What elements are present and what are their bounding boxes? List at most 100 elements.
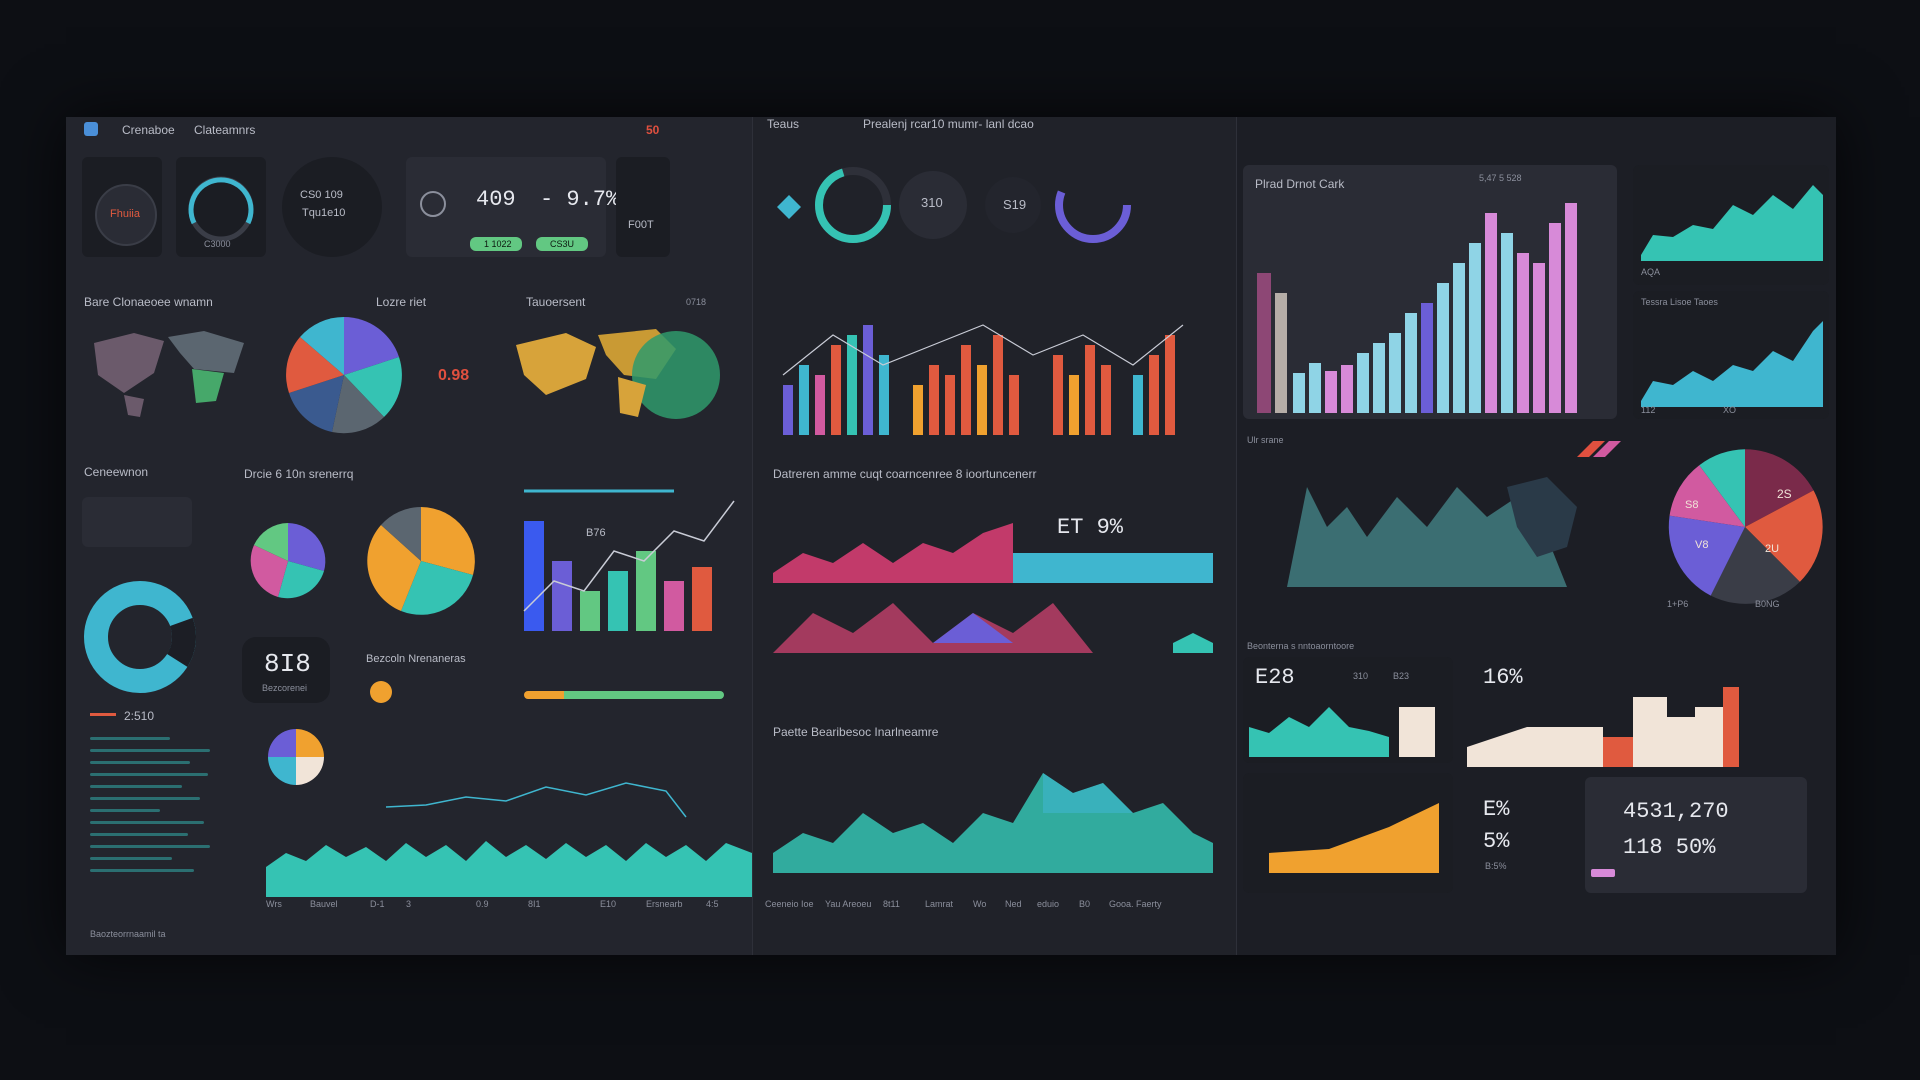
- bar-line-chart[interactable]: [523, 489, 744, 641]
- mixed-bar-chart[interactable]: [773, 315, 1213, 435]
- progress-bar: [524, 691, 724, 699]
- middle-panel: Teaus Prealenj rcar10 mumr- lanl dcao 31…: [752, 117, 1236, 955]
- side-kpi-card[interactable]: F00T: [616, 157, 670, 257]
- section-conv-title: Ceneewnon: [84, 465, 149, 479]
- mid-title-a[interactable]: Teaus: [767, 117, 800, 131]
- kpi-button-a[interactable]: [470, 237, 522, 251]
- map-title: Ulr srane: [1247, 435, 1284, 445]
- spark-b-val-2: XO: [1723, 405, 1737, 415]
- kpi-value-2: - 9.7%: [540, 187, 620, 212]
- spark-a-label: AQA: [1641, 267, 1661, 277]
- kpi-button-b[interactable]: [536, 237, 588, 251]
- ring-accent: [90, 713, 116, 716]
- header-title-b[interactable]: Clateamnrs: [194, 123, 256, 137]
- world-map-left[interactable]: [84, 313, 264, 423]
- footer-text: Baozteorrnaamil ta: [90, 929, 166, 939]
- mid-section-2: Datreren amme cuqt coarncenree 8 ioortun…: [773, 467, 1037, 481]
- pie-caption-b: B0NG: [1755, 599, 1780, 609]
- kpi-card-1[interactable]: E28 310 B23: [1243, 657, 1453, 763]
- spark-card-a[interactable]: AQA: [1633, 165, 1829, 285]
- world-map-right[interactable]: [506, 315, 726, 435]
- mid-axis-9: Gooa. Faerty: [1109, 899, 1162, 909]
- bottom-label-3: D-1: [370, 899, 385, 909]
- spark-b-val-1: 112: [1641, 405, 1656, 415]
- pie-value-4: 2U: [1765, 543, 1780, 555]
- bottom-label-5: 0.9: [476, 899, 489, 909]
- section-donut-title: Drcie 6 10n srenerrq: [244, 467, 354, 481]
- pie-chart-left[interactable]: [284, 315, 404, 435]
- mid-axis-8: B0: [1079, 899, 1091, 909]
- bottom-label-6: 8I1: [528, 899, 541, 909]
- big-number-1: 4531,270: [1623, 799, 1729, 824]
- big-kpi-card[interactable]: 8I8 Bezcorenei: [242, 637, 330, 703]
- mid-axis-1: Ceeneio Ioe: [765, 899, 814, 909]
- big-number-card[interactable]: 4531,270 118 50%: [1585, 777, 1807, 893]
- header-title-a[interactable]: Crenaboe: [122, 123, 175, 137]
- kpi-4-value: 5%: [1483, 829, 1510, 854]
- section-pie-title: Lozre riet: [376, 295, 427, 309]
- spark-card-b[interactable]: Tessra Lisoe Taoes 112 XO: [1633, 291, 1829, 419]
- kpi-value-1: 409: [476, 187, 516, 212]
- gradient-bar-chart[interactable]: [1253, 193, 1609, 413]
- pie-caption: 1+P6: [1667, 599, 1689, 609]
- kpi-button-b-label: CS3U: [550, 239, 575, 249]
- notification-badge[interactable]: 50: [646, 123, 660, 137]
- orange-pie[interactable]: [366, 501, 476, 621]
- list-lines: [90, 737, 220, 897]
- mid-gauge-1: 310: [921, 195, 943, 210]
- kpi-4-sub: B:5%: [1485, 861, 1507, 871]
- world-value: 0718: [686, 297, 707, 307]
- mid-axis-4: Lamrat: [925, 899, 954, 909]
- mid-title-b[interactable]: Prealenj rcar10 mumr- lanl dcao: [863, 117, 1034, 131]
- gauge-sub: C3000: [204, 239, 231, 249]
- kpi-2-value: 16%: [1483, 665, 1523, 690]
- mid-gauge-2: S19: [1003, 197, 1027, 212]
- area-chart-bottom[interactable]: [266, 757, 752, 897]
- ring-value: 2:510: [124, 709, 155, 723]
- mid-axis-7: eduio: [1037, 899, 1060, 909]
- bottom-label-4: 3: [406, 899, 412, 909]
- pie-value-1: 2S: [1777, 487, 1792, 501]
- stepped-bar-chart[interactable]: [1467, 657, 1767, 767]
- section-world-title: Tauoersent: [526, 295, 586, 309]
- gauge-arc: [188, 176, 254, 242]
- left-panel: Crenaboe Clateamnrs 50 Fhuiia C3000 CS0 …: [66, 117, 752, 955]
- app-logo-icon: [84, 122, 98, 136]
- section-map-title: Bare Clonaeoee wnamn: [84, 295, 213, 309]
- bottom-label-7: E10: [600, 899, 617, 909]
- pie-value-2: S8: [1685, 499, 1699, 511]
- mid-section-3: Paette Bearibesoc Inarlneamre: [773, 725, 939, 739]
- small-pie[interactable]: [248, 521, 328, 601]
- mid-axis-3: 8t11: [883, 899, 900, 909]
- mid-axis-2: Yau Areoeu: [825, 899, 872, 909]
- circle-text: CS0 109: [300, 189, 343, 201]
- mini-card-1[interactable]: Fhuiia: [82, 157, 162, 257]
- orange-area-chart: [1269, 803, 1439, 873]
- mid-axis-6: Ned: [1005, 899, 1022, 909]
- conversion-card[interactable]: [82, 497, 192, 547]
- bottom-label-2: Bauvel: [310, 899, 338, 909]
- bottom-label-8: Ersnearb: [646, 899, 683, 909]
- kpi-card[interactable]: 409 - 9.7% 1 1022 CS3U: [406, 157, 619, 257]
- mid-area-value: ET 9%: [1057, 515, 1124, 540]
- big-number-2: 118 50%: [1623, 835, 1716, 860]
- kpi-3-value: E%: [1483, 797, 1510, 822]
- spark-area-a: [1641, 185, 1823, 261]
- right-chart-title: Plrad Drnot Cark: [1255, 177, 1345, 191]
- kpi-panel-title: Beonterna s nntoaorntoore: [1247, 641, 1355, 651]
- kpi-1c-value: B23: [1393, 671, 1410, 681]
- big-kpi-value: 8I8: [264, 649, 311, 679]
- kpi-button-a-label: 1 1022: [484, 239, 512, 249]
- map-area-chart[interactable]: [1247, 447, 1607, 617]
- teal-area-chart[interactable]: [773, 753, 1213, 873]
- gauge-card[interactable]: C3000: [176, 157, 266, 257]
- gauge-row[interactable]: [763, 147, 1213, 257]
- dual-area-chart[interactable]: [773, 493, 1213, 673]
- mini-pie[interactable]: [266, 727, 326, 787]
- orange-area-card[interactable]: [1243, 773, 1453, 893]
- circle-card[interactable]: CS0 109 Tqu1e10: [282, 157, 382, 257]
- right-pie-chart[interactable]: [1665, 447, 1825, 607]
- pink-flag-icon: [1577, 441, 1621, 457]
- bottom-label-9: 4:5: [706, 899, 719, 909]
- donut-chart[interactable]: [80, 577, 200, 697]
